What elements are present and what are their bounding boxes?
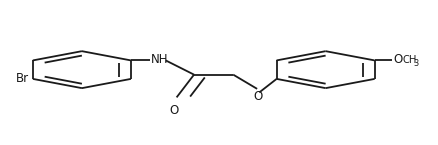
Text: 3: 3	[413, 59, 418, 68]
Text: NH: NH	[152, 53, 169, 66]
Text: Br: Br	[16, 72, 29, 85]
Text: CH: CH	[402, 55, 417, 65]
Text: O: O	[393, 53, 402, 66]
Text: O: O	[170, 105, 179, 117]
Text: O: O	[253, 90, 263, 103]
